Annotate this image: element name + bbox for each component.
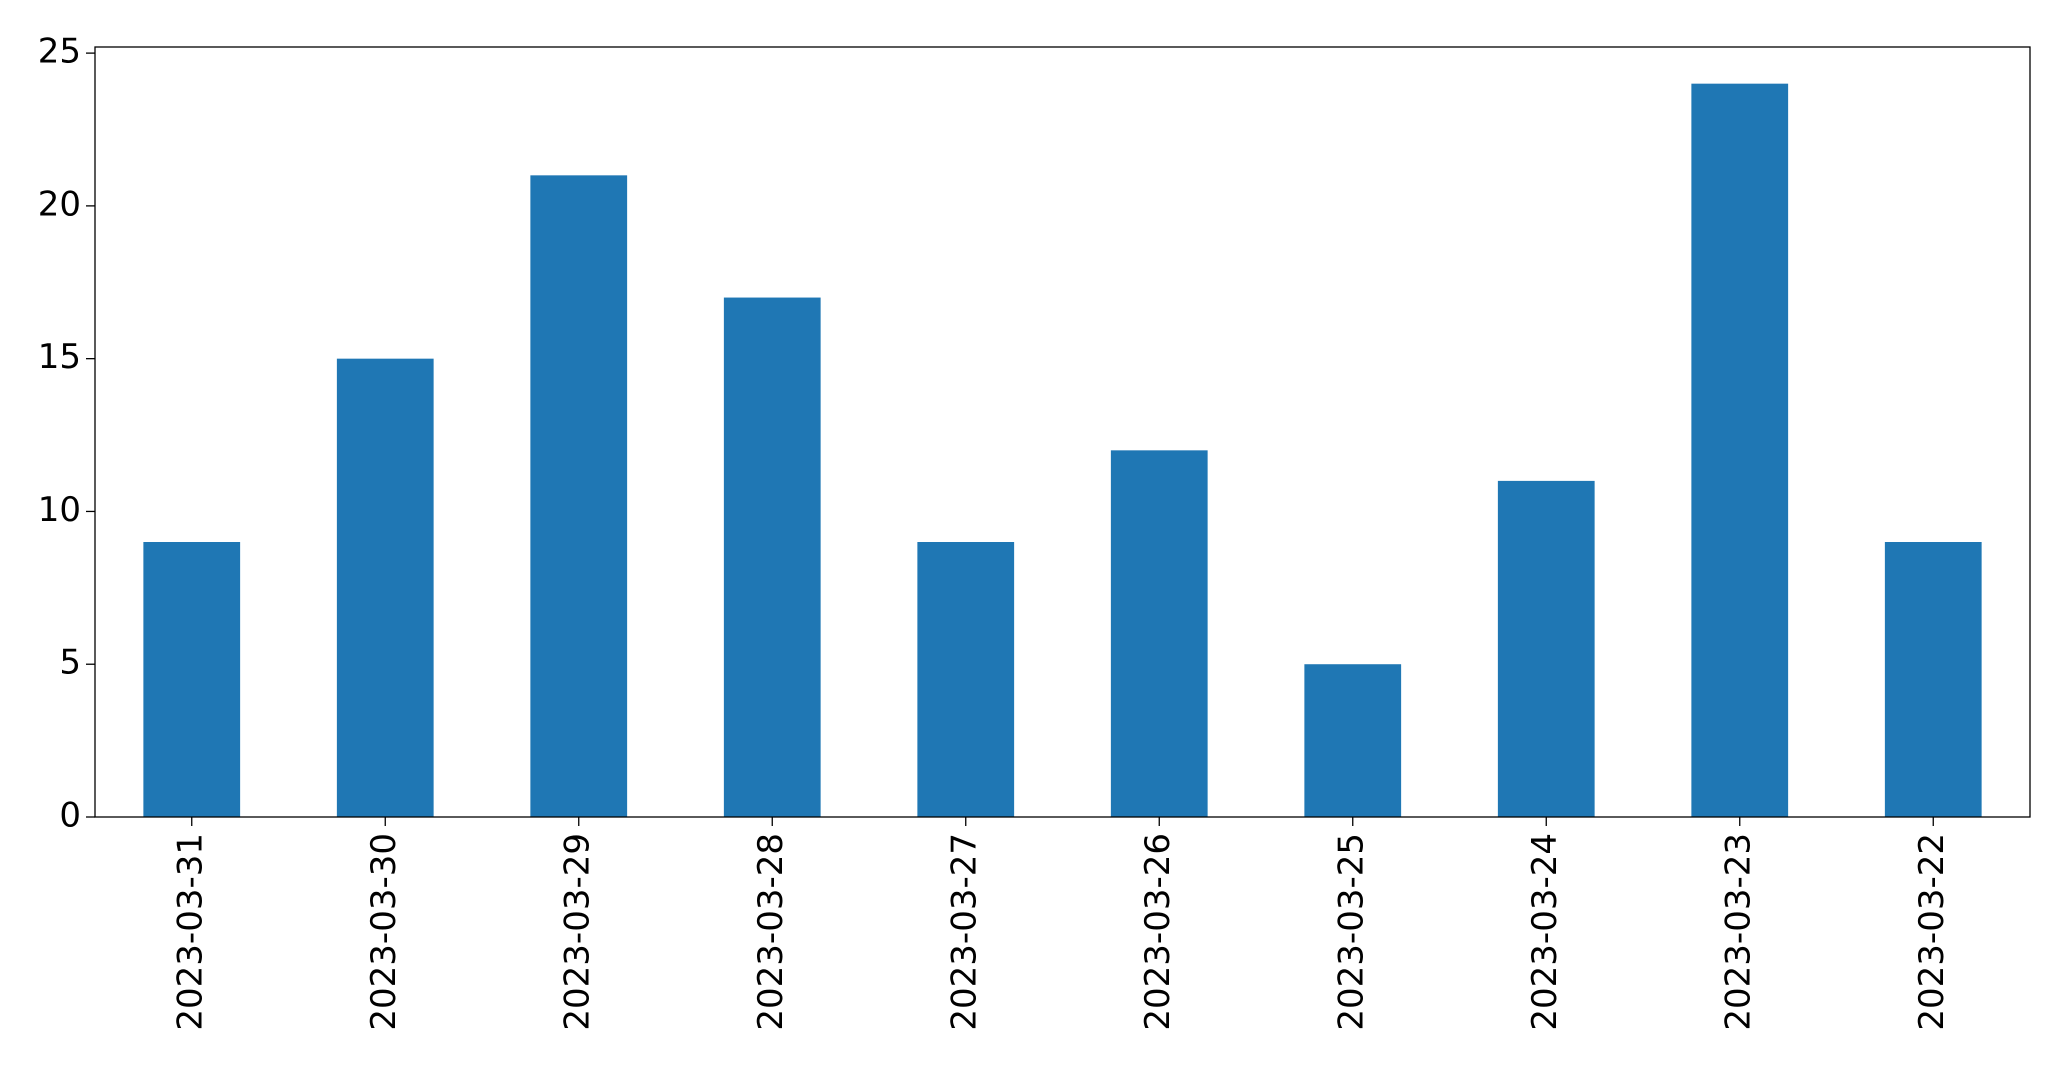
- x-tick-label: 2023-03-22: [1912, 833, 1952, 1031]
- x-tick-label: 2023-03-29: [557, 833, 597, 1031]
- bar: [723, 297, 821, 817]
- y-tick-label: 25: [38, 32, 81, 72]
- x-tick-label: 2023-03-26: [1138, 833, 1178, 1031]
- y-tick-label: 0: [59, 796, 81, 836]
- bar: [1497, 480, 1595, 817]
- bar: [1110, 450, 1208, 817]
- bar: [530, 175, 628, 818]
- plot-frame: [94, 46, 2031, 818]
- bar: [336, 358, 434, 817]
- x-tick-label: 2023-03-23: [1718, 833, 1758, 1031]
- x-tick-label: 2023-03-28: [751, 833, 791, 1031]
- x-tick-label: 2023-03-24: [1525, 833, 1565, 1031]
- bar: [917, 542, 1015, 817]
- x-tick-label: 2023-03-27: [944, 833, 984, 1031]
- y-tick-label: 20: [38, 184, 81, 224]
- bar: [1884, 542, 1982, 817]
- y-tick-label: 15: [38, 337, 81, 377]
- x-tick-label: 2023-03-25: [1331, 833, 1371, 1031]
- bar: [1304, 664, 1402, 817]
- y-tick-label: 10: [38, 490, 81, 530]
- x-tick-label: 2023-03-30: [364, 833, 404, 1031]
- bar: [143, 542, 241, 817]
- x-tick-label: 2023-03-31: [170, 833, 210, 1031]
- y-tick-label: 5: [59, 643, 81, 683]
- bar: [1691, 83, 1789, 817]
